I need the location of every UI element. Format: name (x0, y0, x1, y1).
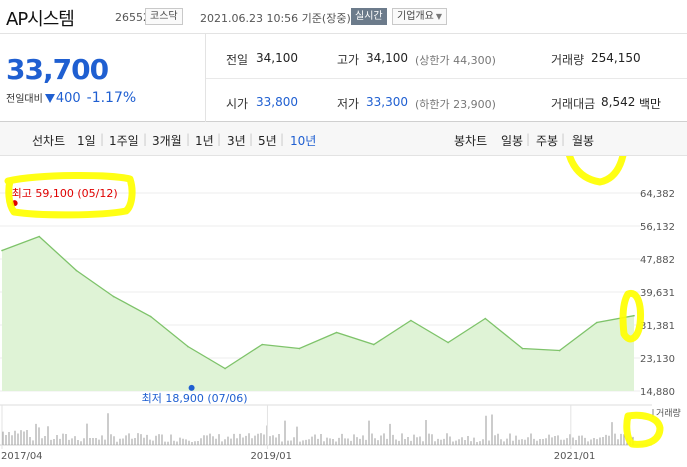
high-annotation: 최고 59,100 (05/12) (12, 187, 118, 200)
price-point (410, 319, 412, 322)
highlight-latest-volume (623, 411, 664, 448)
volume-label: 거래량 (656, 407, 681, 419)
price-summary: 33,700 전일대비 400 -1.17% 전일 34,100 고가 34,100… (0, 34, 687, 122)
candle-daily[interactable]: 일봉 (501, 134, 524, 148)
period-1d[interactable]: 1일 (77, 134, 96, 148)
realtime-badge: 실시간 (351, 8, 387, 25)
change-row: 전일대비 400 -1.17% (6, 90, 136, 106)
company-info-label: 기업개요 (397, 11, 434, 22)
market-badge: 코스닥 (145, 8, 183, 25)
price-point (112, 295, 115, 298)
period-1w[interactable]: 1주일 (109, 134, 139, 148)
volume-label: 거래량 (551, 53, 585, 67)
candle-weekly[interactable]: 주봉 (536, 134, 559, 148)
price-area-fill (2, 236, 634, 391)
price-point (75, 269, 78, 272)
candle-separator: | (526, 132, 531, 146)
candle-monthly[interactable]: 월봉 (572, 134, 595, 148)
period-separator: | (280, 132, 285, 146)
x-tick-label: 2021/01 (554, 451, 596, 462)
price-point (187, 345, 189, 348)
change-label: 전일대비 (6, 94, 43, 105)
chevron-down-icon: ▼ (435, 12, 442, 21)
low-value: 33,300 (366, 95, 408, 109)
timestamp: 2021.06.23 10:56 기준(장중) (200, 12, 351, 25)
period-1y[interactable]: 1년 (195, 134, 214, 148)
turnover-unit: 백만 (639, 97, 662, 111)
price-point (558, 349, 561, 352)
high-value: 34,100 (366, 51, 408, 65)
price-chart: 64,382 56,132 47,882 39,631 31,381 23,130 14,8… (0, 156, 681, 462)
period-bar: 선차트 1일 | 1주일 | 3개월 | 1년 | 3년 | 5년 | 10년 … (0, 122, 687, 156)
candle-separator: | (561, 132, 566, 146)
upper-limit: (상한가 44,300) (415, 54, 496, 67)
open-label: 시가 (226, 97, 249, 111)
y-tick-label: 56,132 (640, 222, 675, 233)
period-separator: | (217, 132, 222, 146)
volume-value: 254,150 (591, 51, 641, 65)
change-value: 400 (55, 91, 81, 106)
open-value: 33,800 (256, 95, 298, 109)
price-point (596, 321, 598, 324)
period-separator: | (143, 132, 148, 146)
low-annotation: 최저 18,900 (07/06) (142, 392, 248, 405)
down-triangle-icon (44, 94, 55, 103)
period-3m[interactable]: 3개월 (152, 134, 182, 148)
company-info-button[interactable]: 기업개요 ▼ (392, 8, 447, 25)
y-tick-label: 23,130 (640, 354, 675, 365)
turnover-value: 8,542 (601, 95, 636, 109)
stock-header: AP시스템 265520 코스닥 2021.06.23 10:56 기준(장중)… (0, 0, 687, 34)
lower-limit: (하한가 23,900) (415, 98, 496, 111)
price-point (224, 367, 226, 370)
price-point (484, 317, 487, 320)
period-separator: | (249, 132, 254, 146)
price-line (1, 235, 635, 370)
price-point (38, 235, 40, 238)
highlight-latest-price (619, 289, 644, 343)
prev-close-label: 전일 (226, 53, 249, 67)
period-5y[interactable]: 5년 (258, 134, 277, 148)
period-separator: | (186, 132, 191, 146)
y-tick-label: 39,631 (640, 288, 675, 299)
x-tick-label: 2019/01 (250, 451, 292, 462)
change-percent: -1.17% (86, 90, 137, 106)
price-point (1, 249, 3, 252)
summary-divider (206, 78, 687, 79)
highlight-monthly-tab (566, 156, 627, 186)
y-tick-label: 47,882 (640, 255, 675, 266)
current-price: 33,700 (6, 53, 109, 86)
low-marker (188, 384, 195, 391)
period-3y[interactable]: 3년 (227, 134, 246, 148)
price-point (633, 314, 635, 317)
high-label: 고가 (337, 53, 360, 67)
turnover-label: 거래대금 (551, 97, 596, 111)
period-separator: | (100, 132, 105, 146)
low-label: 저가 (337, 97, 360, 111)
candle-chart-label: 봉차트 (454, 134, 488, 148)
price-point (335, 331, 338, 334)
price-point (149, 315, 152, 318)
prev-close-value: 34,100 (256, 51, 298, 65)
y-tick-label: 31,381 (640, 321, 675, 332)
period-10y[interactable]: 10년 (290, 134, 317, 148)
y-tick-label: 14,880 (640, 387, 675, 398)
price-point (298, 347, 301, 350)
price-point (521, 347, 524, 350)
stock-name: AP시스템 (6, 9, 75, 30)
price-point (447, 341, 449, 344)
x-tick-label: 2017/04 (1, 451, 43, 462)
line-chart-label: 선차트 (32, 134, 66, 148)
price-point (372, 343, 375, 346)
price-box: 33,700 전일대비 400 -1.17% (0, 34, 206, 122)
price-point (261, 343, 264, 346)
y-tick-label: 64,382 (640, 189, 675, 200)
highlight-max-annotation (4, 171, 136, 219)
